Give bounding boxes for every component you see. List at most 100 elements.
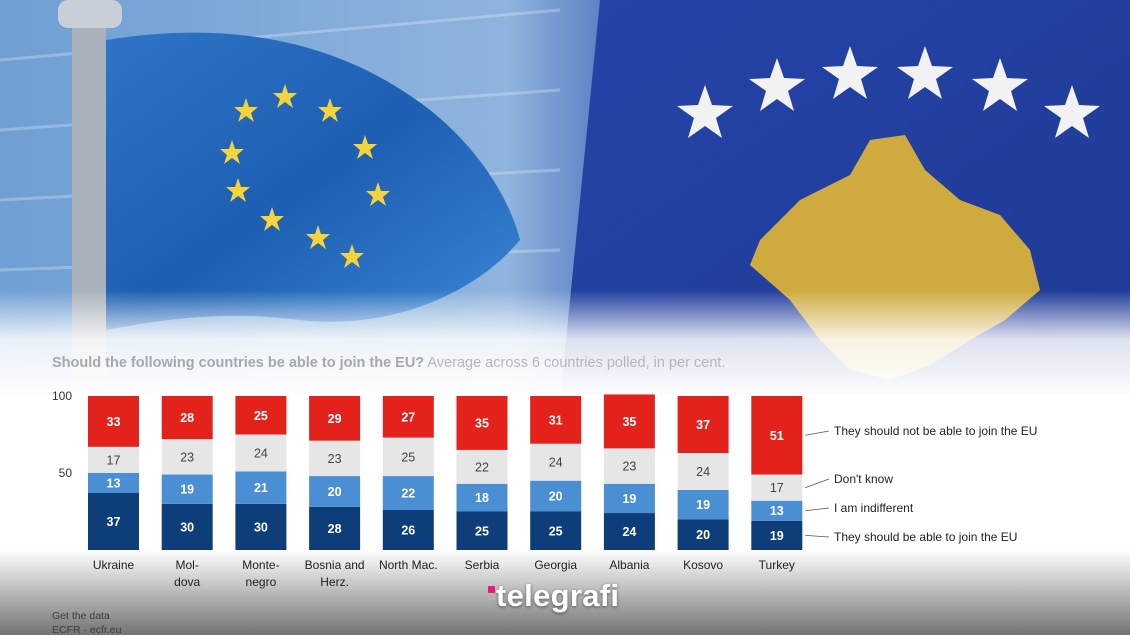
data-label: 37 [696,418,710,432]
bar-segment [161,439,213,475]
data-label: 31 [549,413,563,427]
data-label: 25 [401,450,415,464]
eu-stars-icon [220,84,390,268]
bar-segment [88,493,139,550]
data-label: 23 [328,452,342,466]
data-label: 20 [549,490,563,504]
source-credit: ECFR · ecfr.eu [52,624,122,636]
data-label: 30 [254,520,268,534]
bar-segment [456,511,508,550]
telegrafi-logo: telegrafi [488,578,619,614]
data-label: 22 [475,460,489,474]
bar-segment [751,520,803,550]
data-label: 21 [254,481,268,495]
bar-segment [235,503,287,550]
bar-segment [456,483,508,512]
bar-segment [382,396,434,438]
bar-segment [456,396,508,450]
bar-segment [456,449,508,484]
legend-label: I am indifferent [834,501,914,515]
data-label: 35 [622,415,636,429]
bar-segment [235,471,287,504]
bar-segment [309,506,361,550]
x-tick-label: Mol- [176,558,199,572]
data-label: 37 [107,515,121,529]
y-tick-label: 100 [52,389,72,403]
bar-segment [88,473,139,494]
x-tick-label: Georgia [534,558,577,572]
bar-segment [161,474,213,504]
data-label: 13 [107,477,121,491]
get-the-data-link[interactable]: Get the data [52,610,110,622]
bar-segment [603,448,655,484]
chart-title-subtitle: Average across 6 countries polled, in pe… [424,355,726,371]
bar-segment [530,511,582,550]
bar-segment [161,503,213,550]
bar-segment [530,443,582,481]
logo-dot-icon [488,586,495,593]
x-tick-label: Serbia [465,558,500,572]
chart-title: Should the following countries be able t… [52,355,952,371]
data-label: 51 [770,429,784,443]
legend-leader-line [805,478,830,489]
data-label: 18 [475,491,489,505]
bar-segment [88,446,139,473]
x-tick-label: Bosnia and [305,558,365,572]
data-label: 30 [180,520,194,534]
kosovo-stars-icon [677,46,1100,138]
bar-segment [603,394,655,449]
bar-segment [530,480,582,512]
legend-label: They should not be able to join the EU [834,424,1037,438]
legend-label: Don't know [834,472,893,486]
bar-segment [309,440,361,477]
data-label: 22 [401,487,415,501]
y-tick-label: 50 [59,466,73,480]
bar-segment [751,396,803,475]
data-label: 19 [696,498,710,512]
chart-title-question: Should the following countries be able t… [52,355,425,371]
data-label: 24 [696,465,710,479]
data-label: 17 [107,453,121,467]
data-label: 35 [475,416,489,430]
bar-segment [235,434,287,472]
data-label: 25 [254,409,268,423]
data-label: 29 [328,412,342,426]
x-tick-label: Herz. [320,575,349,589]
bar-segment [603,483,655,514]
bar-segment [382,476,434,510]
data-label: 24 [622,525,636,539]
bar-segment [88,396,139,447]
data-label: 13 [770,504,784,518]
bar-segment [530,396,582,444]
bar-segment [309,476,361,507]
data-label: 17 [770,481,784,495]
data-label: 23 [622,460,636,474]
data-label: 33 [107,415,121,429]
data-label: 25 [549,524,563,538]
data-label: 24 [549,456,563,470]
data-label: 26 [401,523,415,537]
x-tick-label: North Mac. [379,558,438,572]
data-label: 28 [180,411,194,425]
legend-leader-line [805,534,830,538]
data-label: 19 [770,529,784,543]
data-label: 28 [328,522,342,536]
bar-segment [677,396,729,453]
source-note: Get the data ECFR · ecfr.eu [52,609,121,637]
x-tick-label: Turkey [759,558,795,572]
x-tick-label: negro [246,575,277,589]
legend-leader-line [805,430,830,436]
x-tick-label: Albania [609,558,649,572]
data-label: 20 [328,485,342,499]
legend-leader-line [805,507,830,512]
data-label: 23 [180,450,194,464]
x-tick-label: Kosovo [683,558,723,572]
data-label: 19 [180,483,194,497]
bar-segment [677,489,729,520]
bar-segment [382,509,434,550]
x-tick-label: dova [174,575,200,589]
bar-segment [751,474,803,501]
data-label: 25 [475,524,489,538]
